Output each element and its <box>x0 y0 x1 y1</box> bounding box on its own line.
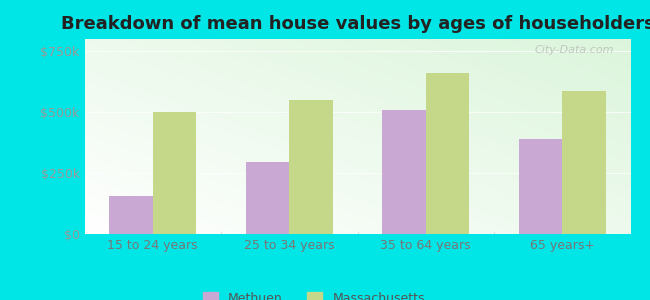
Bar <box>519 139 562 234</box>
Bar <box>562 92 606 234</box>
Bar <box>246 162 289 234</box>
Text: City-Data.com: City-Data.com <box>534 45 614 55</box>
Bar <box>382 110 426 234</box>
Bar <box>426 73 469 234</box>
Bar <box>109 196 153 234</box>
Bar <box>153 112 196 234</box>
Legend: Methuen, Massachusetts: Methuen, Massachusetts <box>198 287 430 300</box>
Title: Breakdown of mean house values by ages of householders: Breakdown of mean house values by ages o… <box>60 15 650 33</box>
Bar <box>289 100 333 234</box>
